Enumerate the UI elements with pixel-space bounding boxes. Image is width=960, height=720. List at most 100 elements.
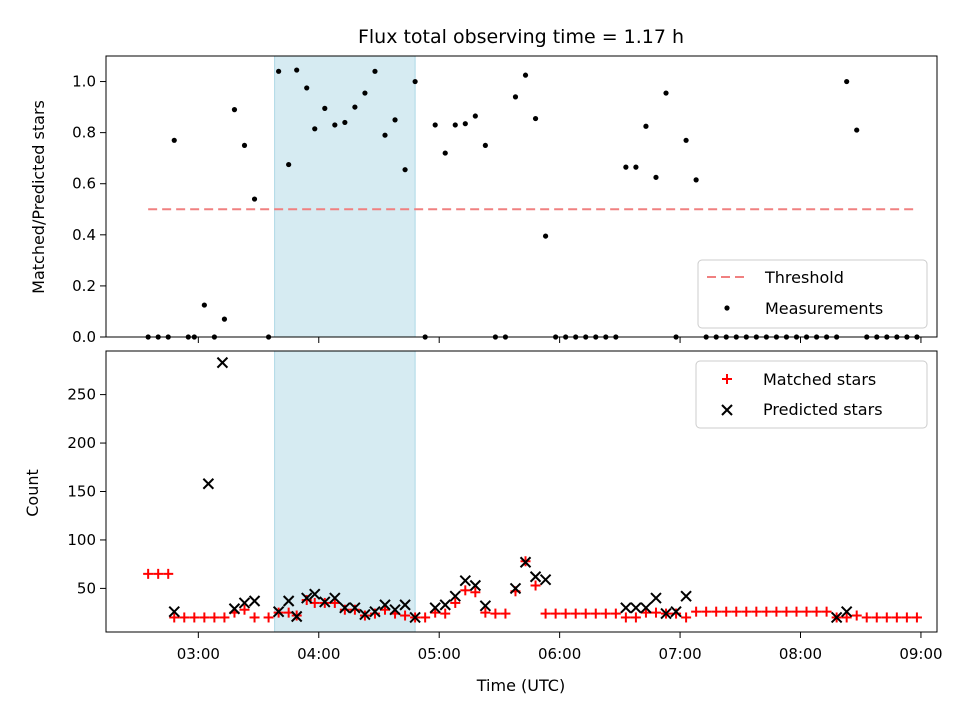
measurement-point	[251, 196, 258, 202]
bottom-panel: 50 100 150 200 250 03:00 04:00 05:00 06:00 07:00 0…	[67, 350, 943, 663]
y-tick-label: 0.0	[72, 328, 96, 346]
predicted-point	[509, 582, 522, 595]
measurement-point	[462, 121, 468, 127]
matched-point	[540, 608, 551, 619]
measurement-point	[432, 122, 438, 128]
y-tick-label: 0.2	[72, 277, 96, 295]
measurement-point	[312, 126, 318, 132]
measurement-point	[286, 161, 292, 168]
predicted-point	[272, 605, 285, 618]
legend-threshold-label: Threshold	[764, 268, 844, 287]
legend-measurements-swatch	[724, 305, 730, 311]
cross-b	[349, 602, 361, 614]
cross-b	[449, 590, 461, 602]
predicted-point	[349, 602, 361, 614]
measurement-point	[683, 137, 689, 143]
cross-b	[301, 592, 313, 604]
x-tick-label: 06:00	[538, 645, 581, 663]
cross-b	[216, 356, 229, 369]
matched-point	[249, 612, 260, 623]
predicted-point	[228, 603, 241, 615]
matched-point	[620, 612, 631, 623]
predicted-point	[369, 605, 381, 618]
y-tick-label: 100	[67, 531, 96, 549]
cross-b	[290, 610, 303, 623]
predicted-point	[216, 356, 229, 369]
matched-point	[671, 608, 682, 619]
x-tick-label: 05:00	[418, 645, 461, 663]
matched-point	[881, 612, 892, 623]
measurement-point	[854, 127, 860, 133]
measurement-point	[412, 78, 418, 85]
measurement-point	[512, 94, 519, 100]
predicted-point	[202, 478, 215, 490]
cross-b	[640, 602, 652, 614]
cross-b	[228, 603, 241, 615]
y-tick-label: 200	[67, 434, 96, 452]
matched-point	[329, 597, 340, 608]
legend-matched-label: Matched stars	[763, 370, 876, 389]
matched-point	[841, 612, 852, 623]
cross-b	[202, 478, 215, 490]
matched-point	[400, 610, 411, 621]
bottom-legend-box	[695, 360, 928, 429]
cross-b	[339, 602, 351, 614]
measurement-point	[844, 78, 850, 85]
measurement-point	[452, 122, 458, 128]
measurement-point	[231, 107, 238, 113]
cross-b	[459, 574, 472, 587]
predicted-point	[670, 605, 682, 618]
matched-point	[851, 610, 862, 621]
predicted-point	[301, 592, 313, 604]
predicted-point	[309, 588, 321, 600]
predicted-point	[469, 579, 482, 592]
predicted-point	[640, 602, 652, 614]
x-tick-label: 08:00	[779, 645, 822, 663]
matched-point	[791, 606, 802, 617]
cross-b	[519, 556, 532, 568]
matched-point	[771, 606, 782, 617]
cross-b	[399, 599, 411, 611]
measurement-point	[532, 115, 539, 122]
shaded-interval	[274, 350, 416, 633]
cross-b	[721, 404, 733, 416]
cross-b	[309, 588, 321, 600]
matched-point	[901, 612, 912, 623]
shaded-interval	[274, 55, 416, 338]
cross-b	[319, 596, 331, 608]
measurement-point	[171, 137, 177, 143]
matched-point	[460, 585, 471, 596]
x-tick-label: 07:00	[658, 645, 701, 663]
measurement-point	[542, 233, 549, 239]
cross-b	[680, 590, 692, 602]
matched-point	[861, 612, 872, 623]
measurement-point	[522, 72, 529, 78]
matched-point	[143, 568, 154, 579]
x-axis-label: Time (UTC)	[476, 676, 565, 695]
measurement-point	[322, 105, 328, 111]
matched-point	[189, 612, 200, 623]
cross-b	[329, 592, 341, 604]
measurement-point	[472, 113, 478, 119]
predicted-point	[429, 602, 441, 614]
measurement-point	[241, 142, 248, 149]
bottom-plot-frame	[105, 350, 938, 633]
legend-measurements-label: Measurements	[765, 299, 883, 318]
top-y-axis-label: Matched/Predicted stars	[29, 100, 48, 294]
bottom-legend: Matched stars Predicted stars	[695, 360, 928, 429]
matched-point	[911, 612, 922, 623]
matched-point	[580, 608, 591, 619]
y-tick-label: 0.4	[72, 226, 96, 244]
y-tick-label: 0.8	[72, 124, 96, 142]
predicted-point	[449, 590, 461, 602]
cross-b	[630, 602, 642, 614]
predicted-point	[529, 571, 542, 583]
legend-predicted-label: Predicted stars	[763, 400, 883, 419]
cross-b	[469, 579, 482, 592]
matched-point	[650, 607, 661, 618]
measurement-point	[623, 164, 629, 170]
measurement-point	[643, 123, 649, 129]
cross-b	[168, 605, 180, 618]
cross-b	[359, 608, 371, 621]
matched-point	[163, 568, 174, 579]
